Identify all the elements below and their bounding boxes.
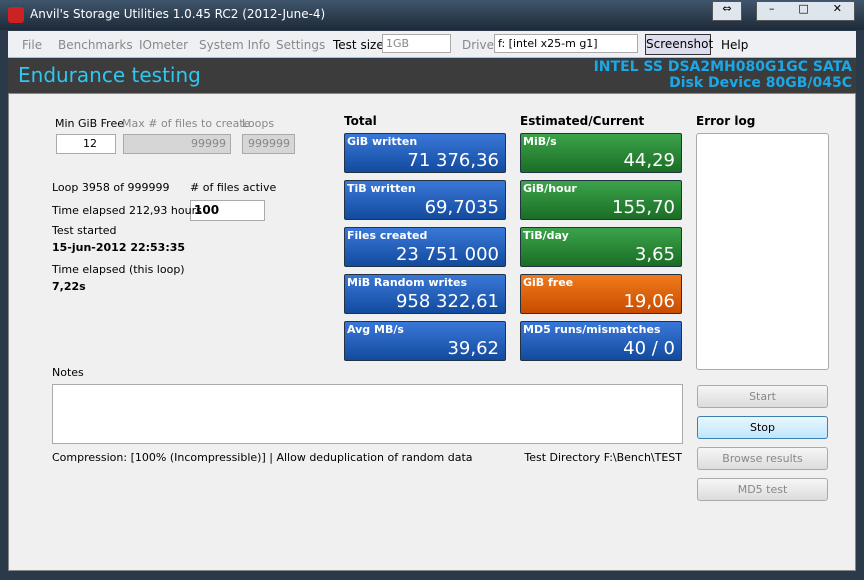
error-log: [696, 133, 829, 370]
menu-item[interactable]: Benchmarks: [58, 38, 133, 52]
status-text: # of files active: [190, 181, 277, 194]
start-button[interactable]: Start: [697, 385, 828, 408]
tile-value: 44,29: [623, 150, 675, 171]
screenshot-button[interactable]: Screenshot: [645, 34, 713, 55]
drive-label: Drive: [462, 38, 494, 52]
status-text: Time elapsed (this loop): [52, 263, 185, 276]
compression-text: Compression: [100% (Incompressible)] | A…: [52, 451, 473, 464]
drive-select[interactable]: f: [intel x25-m g1]: [494, 34, 638, 53]
column-heading: Total: [344, 114, 377, 128]
menu-item[interactable]: IOmeter: [139, 38, 189, 52]
status-text: Test started: [52, 224, 117, 237]
stat-tile: Files created 23 751 000: [344, 227, 506, 267]
menu-bar: File Benchmarks IOmeter System Info Sett…: [8, 31, 856, 58]
status-value: 7,22s: [52, 280, 86, 293]
header-title: Endurance testing: [18, 63, 201, 87]
md5-button[interactable]: MD5 test: [697, 478, 828, 501]
stat-tile: GiB free 19,06: [520, 274, 682, 314]
tile-value: 39,62: [447, 338, 499, 359]
stat-tile: MD5 runs/mismatches 40 / 0: [520, 321, 682, 361]
menu-item[interactable]: Settings: [276, 38, 326, 52]
menu-item[interactable]: File: [22, 38, 43, 52]
status-text: Time elapsed 212,93 hours: [52, 204, 202, 217]
tile-value: 155,70: [612, 197, 675, 218]
tile-label: GiB written: [347, 135, 418, 148]
status-text: Loop 3958 of 999999: [52, 181, 170, 194]
test-size-label: Test size: [333, 38, 384, 52]
browse-button[interactable]: Browse results: [697, 447, 828, 470]
header: Endurance testing INTEL SS DSA2MH080G1GC…: [8, 59, 856, 93]
device-line: Disk Device 80GB/045C: [669, 75, 852, 91]
test-size-select[interactable]: 1GB: [382, 34, 451, 53]
stop-button[interactable]: Stop: [697, 416, 828, 439]
tile-value: 40 / 0: [623, 338, 675, 359]
stat-tile: TiB written 69,7035: [344, 180, 506, 220]
notes-box[interactable]: [52, 384, 683, 444]
menu-item[interactable]: System Info: [199, 38, 271, 52]
tile-label: GiB free: [523, 276, 574, 289]
stat-tile: GiB written 71 376,36: [344, 133, 506, 173]
tile-label: TiB written: [347, 182, 416, 195]
menu-item[interactable]: Help: [721, 38, 749, 52]
column-heading: Estimated/Current: [520, 114, 645, 128]
device-line: INTEL SS DSA2MH080G1GC SATA: [593, 59, 852, 75]
param-label: Loops: [242, 117, 275, 130]
tile-value: 958 322,61: [395, 291, 499, 312]
tile-label: Avg MB/s: [347, 323, 404, 336]
stat-tile: MiB Random writes 958 322,61: [344, 274, 506, 314]
stat-tile: Avg MB/s 39,62: [344, 321, 506, 361]
param-label: Max # of files to create: [122, 117, 251, 130]
param-label: Min GiB Free: [55, 117, 124, 130]
notes-label: Notes: [52, 366, 84, 379]
tile-value: 69,7035: [424, 197, 499, 218]
tile-label: MiB/s: [523, 135, 557, 148]
tile-label: GiB/hour: [523, 182, 577, 195]
tile-label: MD5 runs/mismatches: [523, 323, 661, 336]
tile-value: 71 376,36: [407, 150, 499, 171]
tile-label: MiB Random writes: [347, 276, 468, 289]
stat-tile: MiB/s 44,29: [520, 133, 682, 173]
tile-value: 19,06: [623, 291, 675, 312]
window-controls[interactable]: – □ ✕: [756, 1, 855, 21]
tile-value: 3,65: [634, 244, 675, 265]
files-active-input[interactable]: 100: [190, 200, 265, 221]
max-files-input[interactable]: 99999: [123, 134, 231, 154]
column-heading: Error log: [696, 114, 756, 128]
back-button[interactable]: ⇔: [712, 1, 742, 21]
status-value: 15-jun-2012 22:53:35: [52, 241, 186, 254]
loops-input[interactable]: 999999: [242, 134, 295, 154]
tile-label: Files created: [347, 229, 428, 242]
min-free-input[interactable]: 12: [56, 134, 116, 154]
tile-value: 23 751 000: [395, 244, 499, 265]
directory-text: Test Directory F:\Bench\TEST: [524, 451, 682, 464]
stat-tile: TiB/day 3,65: [520, 227, 682, 267]
stat-tile: GiB/hour 155,70: [520, 180, 682, 220]
tile-label: TiB/day: [523, 229, 569, 242]
window-title: Anvil's Storage Utilities 1.0.45 RC2 (20…: [30, 7, 326, 21]
app-icon: [8, 7, 24, 23]
